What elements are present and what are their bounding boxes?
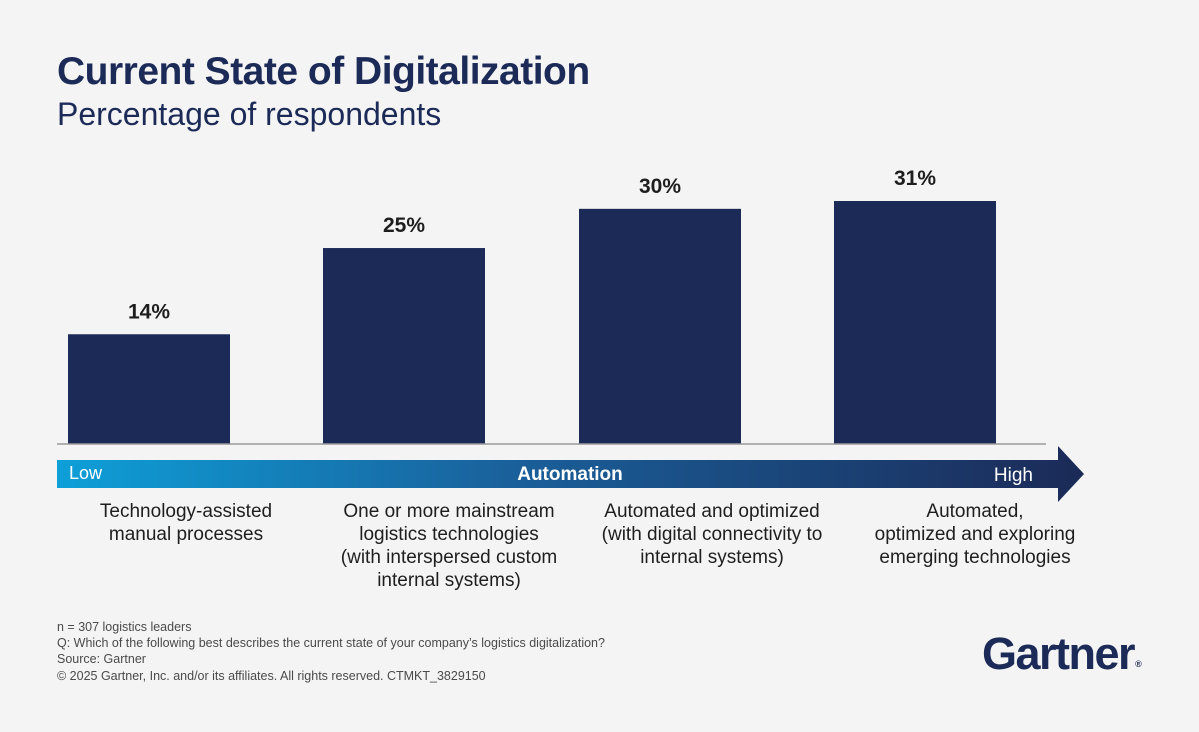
arrow-low-label: Low	[69, 463, 103, 483]
category-label-line: emerging technologies	[879, 547, 1071, 568]
bar-value-label-2: 25%	[383, 214, 425, 237]
bar-value-label-4: 31%	[894, 167, 936, 190]
automation-arrow-shape	[57, 446, 1084, 502]
chart-title: Current State of Digitalization	[57, 50, 590, 93]
gartner-logo: Gartner®	[982, 628, 1142, 680]
category-label-line: optimized and exploring	[874, 524, 1076, 545]
logo-registered-mark: ®	[1135, 659, 1142, 669]
bar-4	[834, 201, 996, 444]
footnote-sample: n = 307 logistics leaders	[57, 620, 192, 634]
category-label-line: Automated and optimized	[604, 501, 820, 522]
footnote-question: Q: Which of the following best describes…	[57, 636, 605, 651]
category-label-line: Automated,	[926, 501, 1024, 522]
automation-arrow: Low Automation High	[57, 446, 1084, 502]
footnotes: n = 307 logistics leaders Q: Which of th…	[57, 619, 605, 684]
arrow-title-label: Automation	[517, 464, 623, 485]
bar-3	[579, 208, 741, 444]
bar-value-label-1: 14%	[128, 300, 170, 323]
category-label-line: manual processes	[108, 524, 264, 545]
category-label-2: One or more mainstream logistics technolo…	[319, 500, 579, 592]
footnote-copyright: © 2025 Gartner, Inc. and/or its affiliat…	[57, 668, 486, 683]
category-label-line: (with digital connectivity to	[601, 524, 823, 545]
category-label-1: Technology-assisted manual processes	[56, 500, 316, 546]
category-label-line: (with interspersed custom	[340, 547, 558, 568]
arrow-high-label: High	[994, 465, 1033, 486]
footnote-source: Source: Gartner	[57, 652, 146, 667]
chart-subtitle: Percentage of respondents	[57, 96, 442, 132]
bar-value-label-3: 30%	[639, 175, 681, 198]
category-label-line: logistics technologies	[359, 524, 539, 545]
category-label-line: internal systems)	[377, 570, 521, 591]
category-label-4: Automated, optimized and exploring emergin…	[845, 500, 1105, 569]
bar-2	[323, 248, 485, 444]
bar-1	[68, 334, 230, 444]
category-label-line: internal systems)	[640, 547, 784, 568]
category-label-3: Automated and optimized (with digital con…	[582, 500, 842, 569]
category-label-line: Technology-assisted	[99, 501, 273, 522]
category-label-line: One or more mainstream	[343, 501, 555, 522]
logo-wordmark: Gartner	[982, 628, 1136, 679]
